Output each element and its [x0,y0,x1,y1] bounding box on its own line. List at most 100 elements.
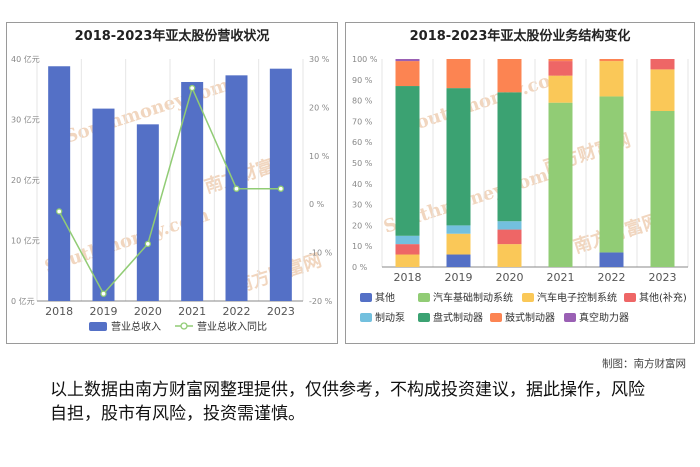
legend-swatch [360,313,372,322]
legend-label: 制动泵 [375,311,405,324]
y-right-tick-label: 10 % [309,152,330,161]
y-tick-label: 80 % [352,97,373,106]
legend-label-revenue: 营业总收入 [111,320,161,333]
stack-segment [548,59,573,62]
stack-segment [395,244,420,255]
y-right-tick-label: 20 % [309,103,330,112]
x-tick-label: 2022 [598,271,626,284]
legend-swatch [360,293,372,302]
legend-swatch-revenue [89,322,107,331]
structure-chart-panel: 2018-2023年亚太股份业务结构变化 Southmoney.com 南方财富网… [345,22,695,344]
x-tick-label: 2021 [178,305,206,318]
legend-label: 真空助力器 [579,311,629,324]
x-tick-label: 2021 [547,271,575,284]
stack-segment [446,225,471,234]
y-tick-label: 100 % [352,55,378,64]
y-tick-label: 20 % [352,221,373,230]
stack-segment [497,221,522,230]
legend-label: 盘式制动器 [433,311,483,324]
legend-label: 鼓式制动器 [505,311,555,324]
stack-segment [446,59,471,89]
stack-segment [650,111,675,267]
legend-label-yoy: 营业总收入同比 [197,320,267,333]
revenue-bar [48,66,71,301]
stack-segment [599,59,624,62]
y-right-tick-label: -10 % [309,249,333,258]
y-tick-label: 60 % [352,138,373,147]
x-tick-label: 2023 [267,305,295,318]
y-tick-label: 40 % [352,180,373,189]
legend-label: 其他(补充) [639,291,687,304]
legend-swatch [564,313,576,322]
stack-segment [548,61,573,76]
revenue-bar [269,68,292,302]
legend-swatch [418,293,430,302]
revenue-chart-svg: Southmoney.com南方财富网Southmoney.com南方财富网0 … [11,54,333,333]
yoy-line [58,85,281,296]
yoy-point [189,84,196,92]
stack-segment [497,244,522,267]
chart-credit: 制图：南方财富网 [602,358,686,370]
legend-label: 汽车电子控制系统 [537,291,617,304]
yoy-point [56,208,63,215]
stack-segment [599,96,624,253]
legend-marker-yoy [180,322,188,330]
x-tick-label: 2020 [496,271,524,284]
stack-segment [446,254,471,267]
stack-segment [446,233,471,255]
stack-segment [548,102,573,268]
x-tick-label: 2022 [223,305,251,318]
revenue-bar [181,81,204,301]
y-tick-label: 90 % [352,76,373,85]
y-left-tick-label: 0 亿元 [11,296,35,306]
y-right-tick-label: -20 % [309,297,333,306]
yoy-point [277,185,284,192]
stack-segment [650,69,675,111]
watermark-text: Southmoney.com [401,65,571,138]
stack-segment [497,59,522,93]
revenue-bar [136,124,159,301]
revenue-chart-panel: 2018-2023年亚太股份营收状况 Southmoney.com 南方财富网 So… [6,22,338,344]
structure-chart-svg: Southmoney.com南方财富网Southmoney.com南方财富网0 … [352,55,689,324]
y-right-tick-label: 30 % [309,55,330,64]
x-tick-label: 2018 [394,271,422,284]
stack-segment [446,88,471,226]
x-tick-label: 2019 [90,305,118,318]
stack-segment [548,75,573,103]
legend-swatch [418,313,430,322]
legend-swatch [522,293,534,302]
stack-segment [497,229,522,245]
legend-label: 其他 [375,291,395,304]
legend-swatch [490,313,502,322]
x-tick-label: 2018 [45,305,73,318]
legend-swatch [624,293,636,302]
stack-segment [395,61,420,87]
stack-segment [395,235,420,245]
yoy-point [233,185,240,192]
stack-segment [395,254,420,267]
y-left-tick-label: 20 亿元 [11,175,40,185]
x-tick-label: 2019 [445,271,473,284]
stack-segment [497,92,522,222]
stack-segment [599,61,624,97]
stack-segment [599,252,624,267]
y-right-tick-label: 0 % [309,200,325,209]
yoy-point [144,240,151,248]
y-left-tick-label: 40 亿元 [11,54,40,64]
stack-segment [395,59,420,62]
legend-label: 汽车基础制动系统 [433,291,513,304]
y-tick-label: 10 % [352,242,373,251]
stack-segment [395,86,420,236]
x-tick-label: 2020 [134,305,162,318]
y-tick-label: 70 % [352,117,373,126]
revenue-bar [92,108,115,301]
y-left-tick-label: 10 亿元 [11,236,40,246]
y-tick-label: 30 % [352,201,373,210]
structure-chart-title: 2018-2023年亚太股份业务结构变化 [409,29,631,44]
yoy-point [100,290,107,297]
revenue-chart-title: 2018-2023年亚太股份营收状况 [74,29,270,44]
y-left-tick-label: 30 亿元 [11,115,40,125]
y-tick-label: 50 % [352,159,373,168]
disclaimer-text: 以上数据由南方财富网整理提供，仅供参考，不构成投资建议，据此操作，风险自担，股市… [50,380,645,424]
y-tick-label: 0 % [352,263,368,272]
